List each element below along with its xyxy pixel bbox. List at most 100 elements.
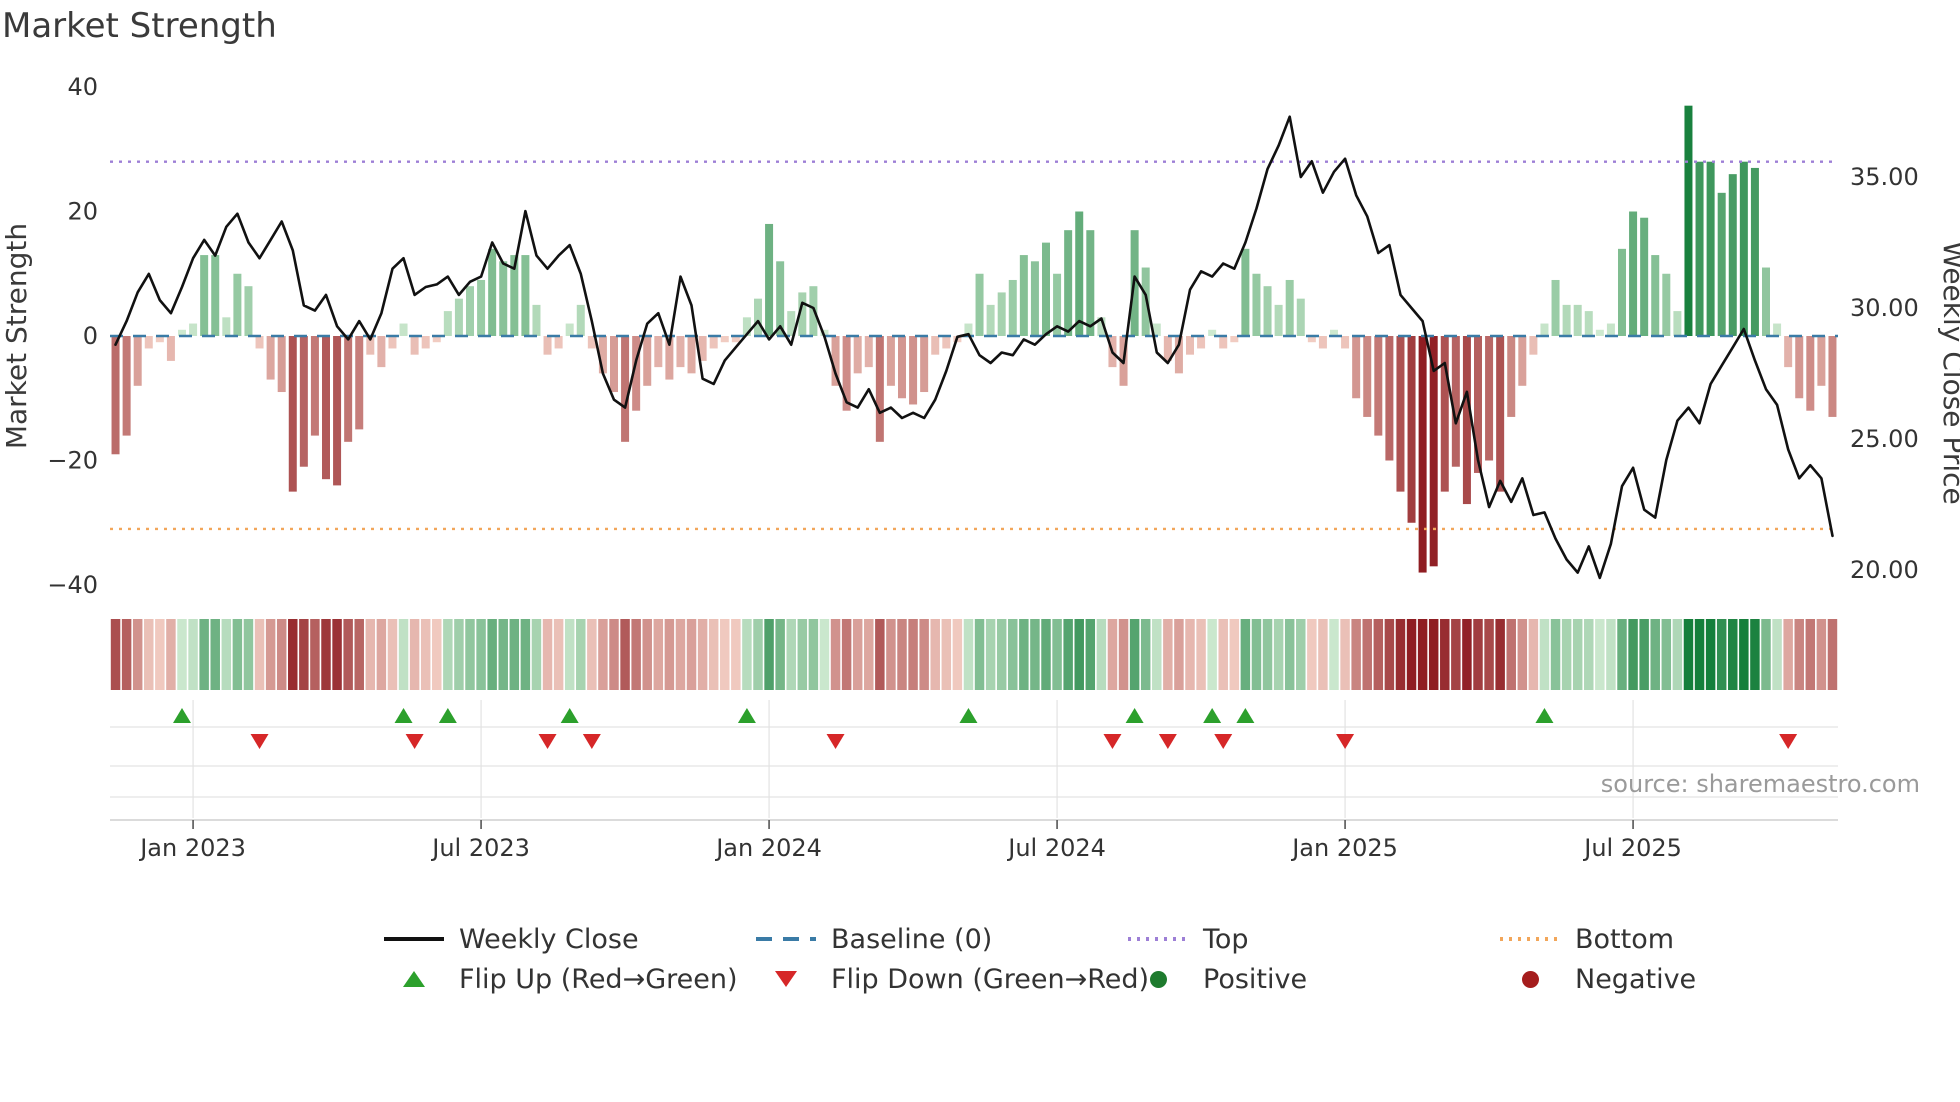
strength-bar — [1739, 161, 1748, 336]
positive-dot-icon — [1149, 970, 1167, 988]
strength-tick-label: 40 — [67, 73, 98, 101]
strength-bar — [1307, 336, 1316, 343]
heat-cell — [1794, 619, 1804, 690]
strength-bar — [1208, 329, 1217, 336]
strength-bar — [377, 336, 386, 368]
negative-dot-icon — [1521, 970, 1539, 988]
strength-bar — [1662, 273, 1671, 336]
left-axis-label: Market Strength — [0, 223, 33, 449]
heat-cell — [387, 619, 398, 690]
price-tick-label: 25.00 — [1850, 425, 1919, 453]
heat-cell — [409, 619, 420, 690]
strength-bar — [333, 336, 342, 486]
strength-bar — [1474, 336, 1482, 473]
flip-down-marker — [1214, 734, 1233, 749]
strength-bar — [344, 336, 353, 442]
strength-bar — [898, 336, 906, 399]
heat-cell — [354, 619, 364, 690]
heat-cell — [1528, 619, 1539, 690]
strength-bar — [1086, 230, 1095, 336]
strength-bar — [621, 336, 630, 442]
strength-bar — [1075, 211, 1084, 336]
strength-bar — [931, 336, 940, 355]
flip-down-marker — [1158, 734, 1177, 749]
heat-cell — [1539, 619, 1550, 690]
strength-bar — [388, 336, 397, 349]
heat-cell — [121, 619, 132, 690]
heat-cell — [199, 619, 209, 690]
heat-cell — [1728, 619, 1738, 690]
strength-bar — [122, 336, 131, 436]
strength-bar — [1695, 161, 1704, 336]
heat-cell — [564, 619, 575, 690]
heat-cell — [398, 619, 409, 690]
flip-up-marker — [1125, 708, 1144, 723]
heat-cell — [631, 619, 641, 690]
strength-bar — [1706, 161, 1715, 336]
heat-cell — [1462, 619, 1472, 690]
heat-cell — [941, 619, 952, 690]
strength-bar — [521, 255, 530, 336]
strength-bar — [1551, 279, 1560, 336]
strength-bar — [1773, 323, 1782, 336]
strength-bar — [1241, 248, 1250, 336]
flip-down-marker — [405, 734, 424, 749]
strength-bar — [554, 336, 563, 349]
heat-cell — [576, 619, 586, 690]
strength-bar — [1418, 336, 1427, 573]
flip-up-marker — [737, 708, 756, 723]
strength-bar — [1618, 248, 1626, 336]
strength-bar — [1296, 298, 1305, 336]
heat-cell — [1584, 619, 1594, 690]
strength-bar — [1230, 336, 1239, 343]
heat-cell — [553, 619, 564, 690]
strength-bar — [1806, 336, 1815, 411]
strength-bar — [1429, 336, 1438, 567]
strength-bar — [698, 336, 707, 361]
heat-cell — [1251, 619, 1262, 690]
heat-cell — [930, 619, 940, 690]
heat-cell — [598, 619, 608, 690]
strength-bar — [1363, 336, 1372, 417]
strength-bar — [155, 336, 164, 343]
strength-bar — [1529, 336, 1538, 355]
strength-tick-label: −20 — [47, 447, 98, 475]
heat-cell — [221, 619, 232, 690]
strength-bar — [986, 304, 995, 336]
heat-cell — [166, 619, 176, 690]
heat-cell — [1163, 619, 1173, 690]
strength-bar — [1540, 323, 1549, 336]
legend-row-1: Weekly Close Baseline (0) Top Bottom — [383, 920, 1871, 958]
strength-bar — [765, 223, 774, 336]
heat-cell — [708, 619, 719, 690]
strength-bar — [1750, 167, 1759, 336]
flip-down-marker — [826, 734, 845, 749]
heat-cell — [587, 619, 597, 690]
baseline-dash-icon — [756, 937, 816, 941]
strength-bar — [144, 336, 153, 349]
strength-bar — [942, 336, 951, 349]
strength-bar — [178, 329, 186, 336]
strength-bar — [477, 279, 486, 336]
heat-cell — [1019, 619, 1029, 690]
heat-cell — [1595, 619, 1605, 690]
heat-cell — [276, 619, 287, 690]
heat-cell — [1617, 619, 1627, 690]
heat-cell — [797, 619, 808, 690]
heat-cell — [852, 619, 863, 690]
strength-bar — [111, 336, 120, 455]
price-tick-label: 30.00 — [1850, 294, 1919, 322]
strength-bar — [875, 336, 884, 442]
price-tick-label: 20.00 — [1850, 556, 1919, 584]
strength-bar — [1042, 242, 1050, 336]
heat-cell — [1628, 619, 1638, 690]
strength-bar — [731, 336, 740, 343]
legend-item-flip-down: Flip Down (Green→Red) — [755, 960, 1149, 998]
heat-cell — [1672, 619, 1683, 690]
source-credit: source: sharemaestro.com — [1601, 770, 1920, 798]
strength-bar — [255, 336, 264, 349]
heat-cell — [376, 619, 387, 690]
strength-bar — [189, 323, 198, 336]
heat-cell — [1561, 619, 1572, 690]
